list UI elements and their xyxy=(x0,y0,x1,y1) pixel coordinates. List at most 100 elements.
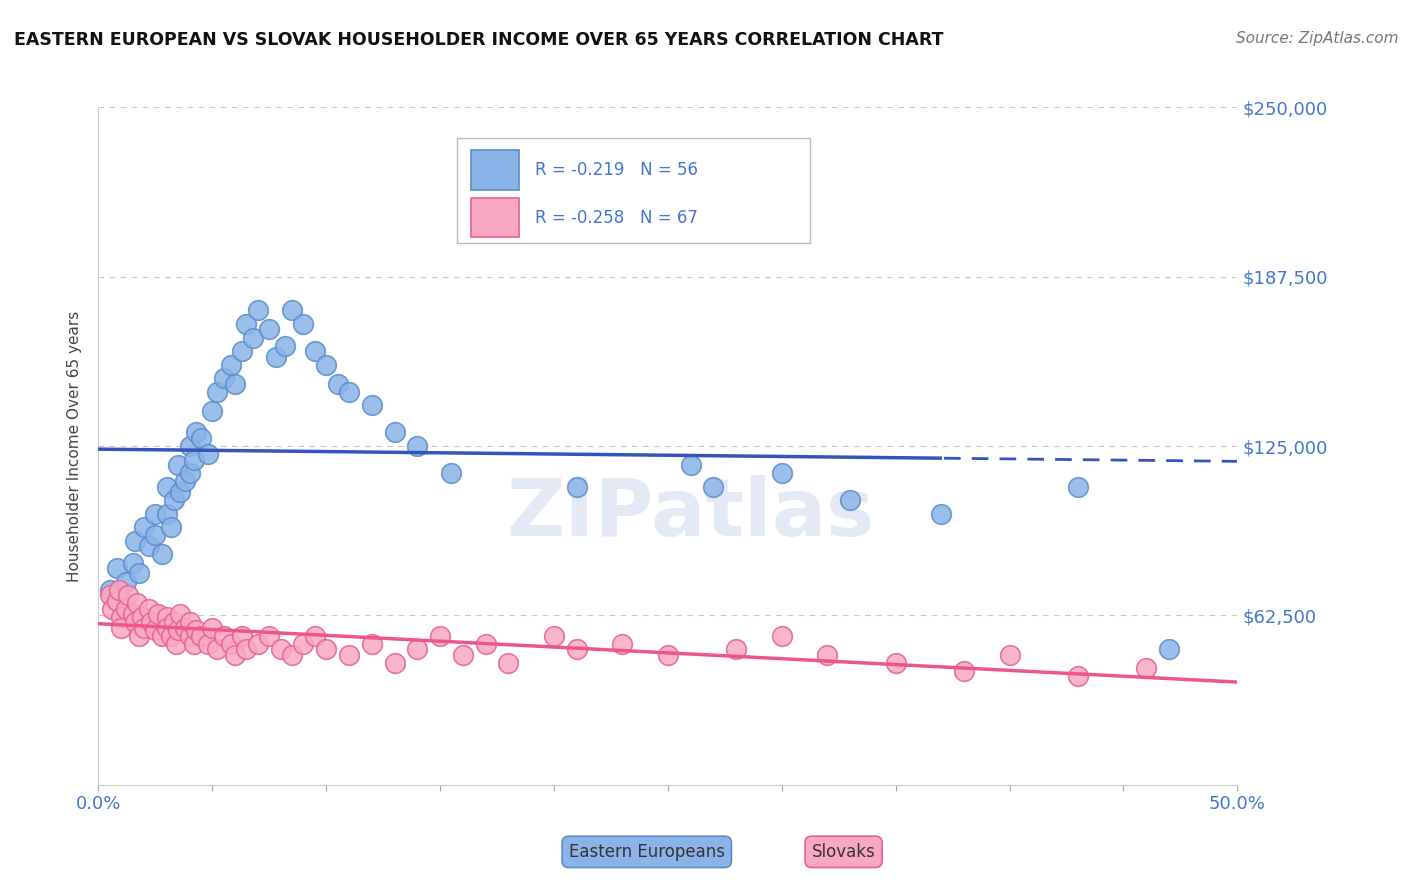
Point xyxy=(815,648,838,662)
Point xyxy=(167,458,190,472)
Point xyxy=(270,642,292,657)
Point xyxy=(110,621,132,635)
Point xyxy=(315,642,337,657)
Point xyxy=(565,642,588,657)
Y-axis label: Householder Income Over 65 years: Householder Income Over 65 years xyxy=(67,310,83,582)
FancyBboxPatch shape xyxy=(471,151,519,190)
Point xyxy=(179,629,201,643)
Point xyxy=(165,637,187,651)
Point xyxy=(235,317,257,331)
Point xyxy=(315,358,337,372)
Point xyxy=(474,637,496,651)
Point xyxy=(110,610,132,624)
Point xyxy=(384,656,406,670)
Point xyxy=(132,520,155,534)
Point xyxy=(150,548,173,562)
Point xyxy=(231,629,253,643)
Point xyxy=(304,629,326,643)
Point xyxy=(121,607,143,621)
Point xyxy=(110,593,132,607)
Point xyxy=(132,621,155,635)
Point xyxy=(179,615,201,630)
Point xyxy=(186,425,208,440)
Point xyxy=(1067,480,1090,494)
Point xyxy=(186,624,208,638)
Point xyxy=(360,637,382,651)
Point xyxy=(114,574,136,589)
Point xyxy=(205,384,228,399)
Point xyxy=(127,596,149,610)
Point xyxy=(770,466,793,480)
Point xyxy=(337,648,360,662)
Point xyxy=(246,303,269,318)
Point xyxy=(145,507,167,521)
Point xyxy=(1067,669,1090,683)
Point xyxy=(235,642,257,657)
Point xyxy=(657,648,679,662)
Point xyxy=(156,621,179,635)
Point xyxy=(105,593,128,607)
Point xyxy=(174,475,197,489)
Point xyxy=(406,439,429,453)
Point xyxy=(162,615,184,630)
Point xyxy=(725,642,748,657)
Point xyxy=(224,648,246,662)
Point xyxy=(451,648,474,662)
Point xyxy=(128,629,150,643)
Point xyxy=(98,588,121,602)
Point xyxy=(360,398,382,412)
FancyBboxPatch shape xyxy=(471,198,519,237)
Point xyxy=(145,624,167,638)
Point xyxy=(174,621,197,635)
Point xyxy=(124,533,146,548)
Point xyxy=(264,350,287,364)
Point xyxy=(212,629,235,643)
Point xyxy=(201,621,224,635)
Point xyxy=(304,344,326,359)
Point xyxy=(259,629,281,643)
Point xyxy=(156,480,179,494)
Text: Slovaks: Slovaks xyxy=(811,843,876,861)
Point xyxy=(98,582,121,597)
Point xyxy=(679,458,702,472)
Point xyxy=(326,376,349,391)
Point xyxy=(839,493,862,508)
Point xyxy=(281,648,304,662)
Point xyxy=(998,648,1021,662)
Point xyxy=(150,629,173,643)
Point xyxy=(197,447,219,461)
Point xyxy=(138,539,160,553)
Point xyxy=(197,637,219,651)
Point xyxy=(1135,661,1157,675)
Point xyxy=(105,561,128,575)
Point xyxy=(114,601,136,615)
Point xyxy=(179,439,201,453)
Point xyxy=(183,637,205,651)
Text: R = -0.258   N = 67: R = -0.258 N = 67 xyxy=(534,209,697,227)
Point xyxy=(1157,642,1180,657)
Point xyxy=(292,317,315,331)
Point xyxy=(406,642,429,657)
Text: R = -0.219   N = 56: R = -0.219 N = 56 xyxy=(534,161,697,179)
Point xyxy=(145,528,167,542)
Point xyxy=(179,466,201,480)
Point xyxy=(167,624,190,638)
Point xyxy=(205,642,228,657)
Point xyxy=(281,303,304,318)
Point xyxy=(219,637,242,651)
Point xyxy=(929,507,952,521)
FancyBboxPatch shape xyxy=(457,137,810,243)
Point xyxy=(101,601,124,615)
Point xyxy=(242,330,264,344)
Point xyxy=(156,610,179,624)
Point xyxy=(131,610,153,624)
Point xyxy=(124,615,146,630)
Point xyxy=(274,339,297,353)
Text: Eastern Europeans: Eastern Europeans xyxy=(569,843,724,861)
Point xyxy=(183,452,205,467)
Point xyxy=(121,556,143,570)
Point xyxy=(498,656,520,670)
Point xyxy=(565,480,588,494)
Point xyxy=(337,384,360,399)
Point xyxy=(190,431,212,445)
